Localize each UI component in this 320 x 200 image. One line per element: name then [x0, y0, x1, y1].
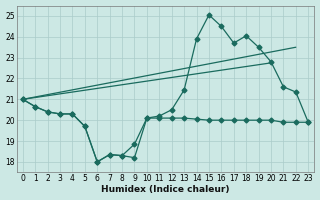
X-axis label: Humidex (Indice chaleur): Humidex (Indice chaleur) [101, 185, 230, 194]
